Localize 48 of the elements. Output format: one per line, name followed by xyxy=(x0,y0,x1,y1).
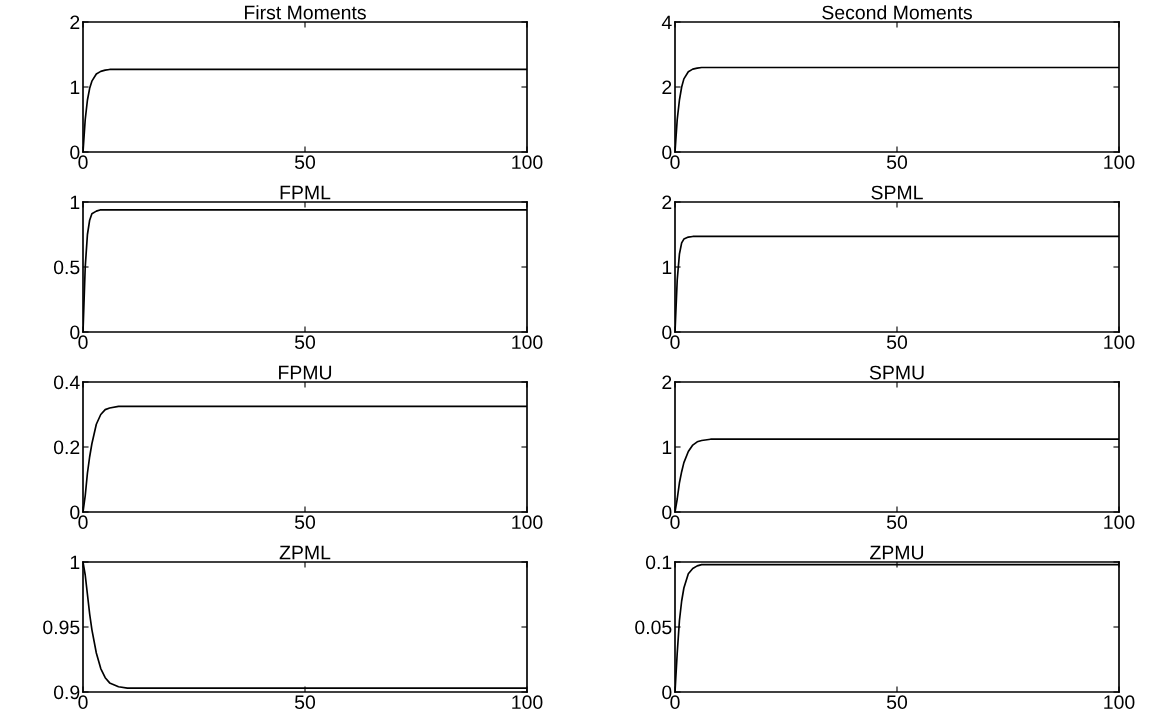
y-tick-label: 2 xyxy=(662,195,672,210)
x-tick-label: 100 xyxy=(512,155,543,170)
y-tick-label: 1 xyxy=(70,80,80,95)
y-tick-label: 0 xyxy=(70,325,80,340)
y-tick-label: 0.1 xyxy=(645,555,672,570)
y-tick-label: 4 xyxy=(661,15,672,30)
y-tick-label: 1 xyxy=(70,555,80,570)
y-tick-label: 1 xyxy=(662,440,672,455)
chart-title: SPMU xyxy=(869,365,924,380)
chart-title: ZPMU xyxy=(870,545,924,560)
x-tick-label: 100 xyxy=(1104,335,1135,350)
y-tick-label: 0.4 xyxy=(53,375,80,390)
chart-title: Second Moments xyxy=(822,5,972,20)
x-tick-label: 50 xyxy=(294,515,316,530)
x-tick-label: 100 xyxy=(1104,515,1135,530)
y-tick-label: 1 xyxy=(70,195,80,210)
chart-title: FPMU xyxy=(279,365,332,380)
y-tick-label: 0 xyxy=(662,685,672,700)
y-tick-label: 0.9 xyxy=(53,685,80,700)
x-tick-label: 100 xyxy=(1104,695,1135,710)
x-tick-label: 50 xyxy=(886,515,908,530)
y-tick-label: 0.05 xyxy=(635,620,672,635)
x-tick-label: 100 xyxy=(512,695,543,710)
x-tick-label: 50 xyxy=(886,695,908,710)
chart-title: First Moments xyxy=(245,5,366,20)
chart-title: FPML xyxy=(280,185,331,200)
chart-title: ZPML xyxy=(279,545,331,560)
chart-title: SPML xyxy=(871,185,923,200)
x-tick-label: 50 xyxy=(886,335,908,350)
y-tick-label: 0 xyxy=(662,505,672,520)
y-tick-label: 0 xyxy=(70,505,80,520)
y-tick-label: 0.5 xyxy=(53,260,80,275)
x-tick-label: 50 xyxy=(886,155,908,170)
x-tick-label: 100 xyxy=(512,515,543,530)
x-tick-label: 100 xyxy=(512,335,543,350)
x-tick-label: 50 xyxy=(294,695,316,710)
x-tick-label: 100 xyxy=(1104,155,1135,170)
y-tick-label: 0 xyxy=(662,145,672,160)
y-tick-label: 1 xyxy=(662,260,672,275)
y-tick-label: 0 xyxy=(662,325,672,340)
y-tick-label: 2 xyxy=(662,80,672,95)
x-tick-label: 50 xyxy=(294,335,316,350)
y-tick-label: 0.2 xyxy=(53,440,80,455)
y-tick-label: 2 xyxy=(70,15,80,30)
x-tick-label: 50 xyxy=(294,155,316,170)
y-tick-label: 0 xyxy=(70,145,80,160)
y-tick-label: 2 xyxy=(662,375,672,390)
y-tick-label: 0.95 xyxy=(43,620,80,635)
